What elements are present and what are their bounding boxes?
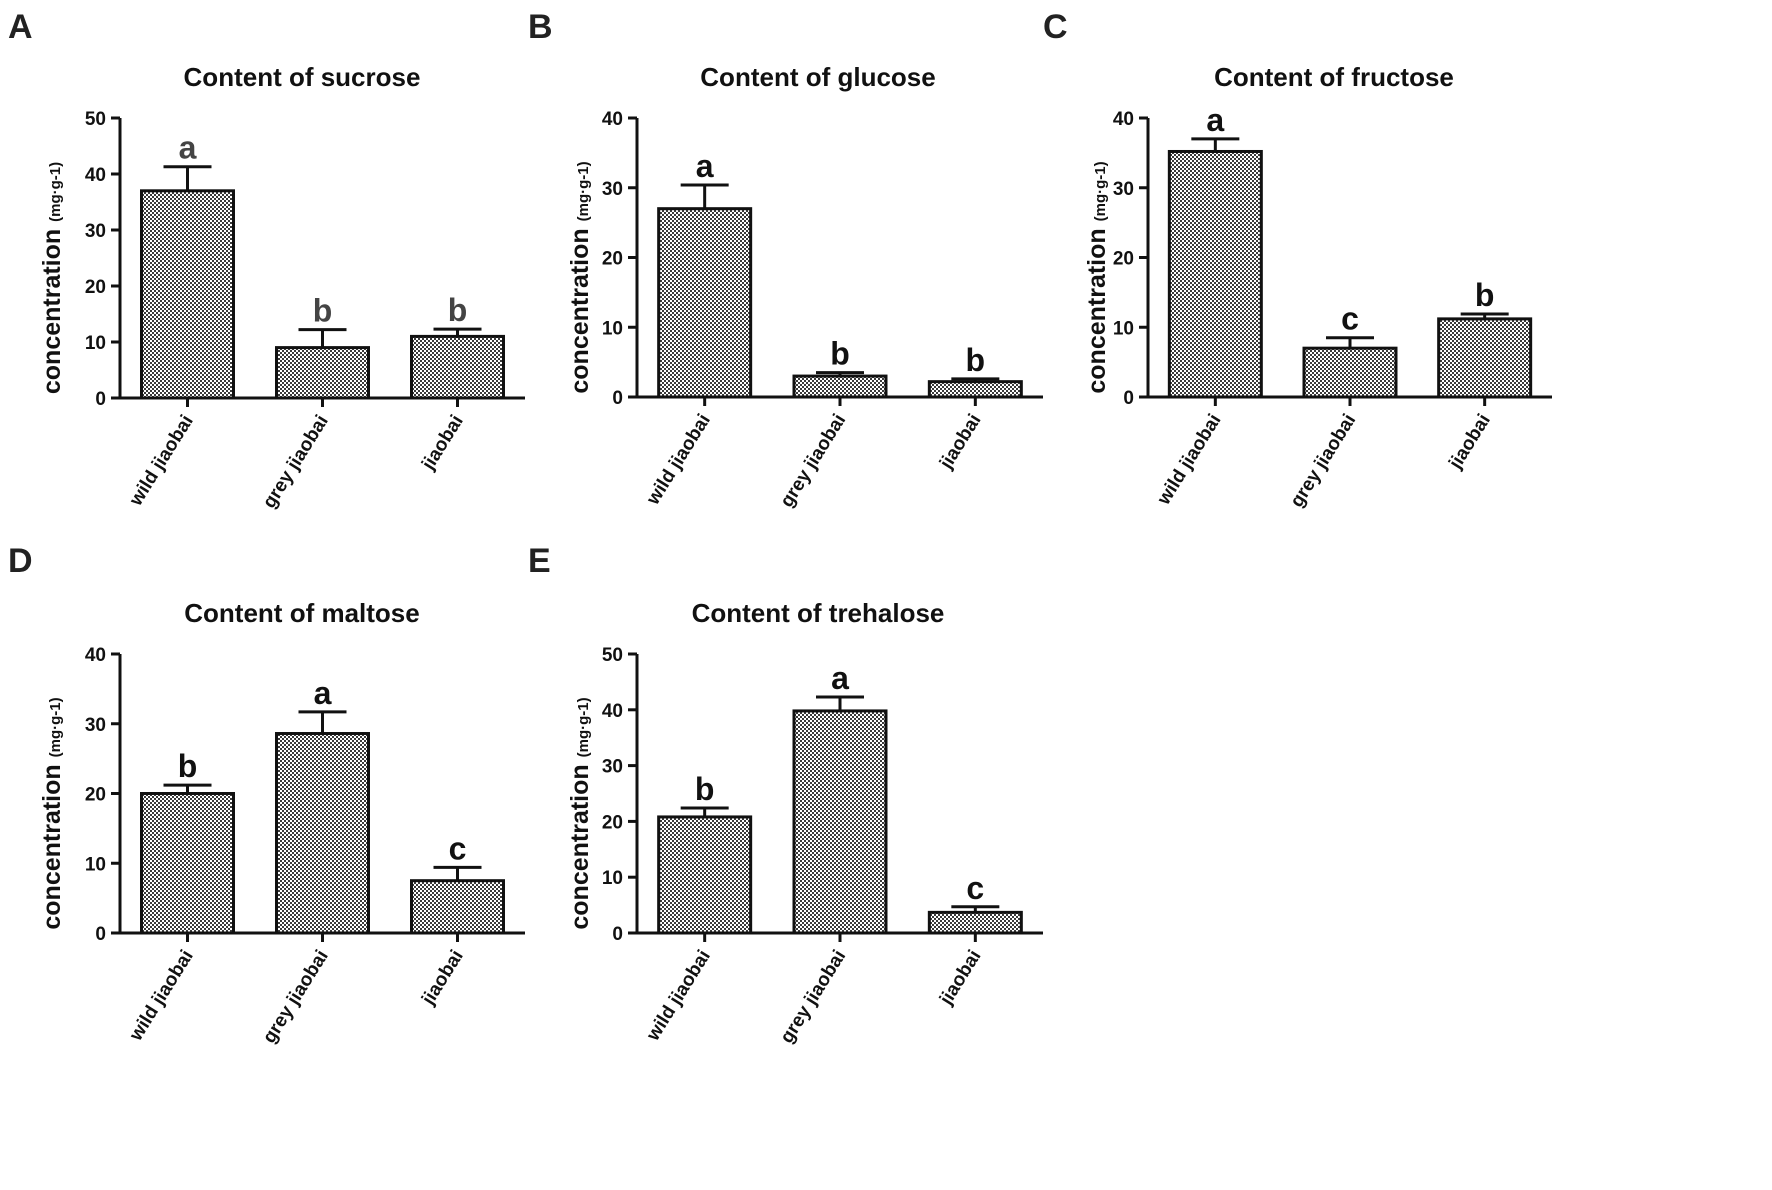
y-tick-label: 30 — [602, 757, 623, 778]
y-tick-label: 40 — [602, 701, 623, 722]
significance-label: b — [448, 292, 468, 328]
significance-label: c — [449, 830, 467, 866]
x-tick-label: wild jiaobai — [642, 947, 715, 1046]
y-tick-label: 10 — [85, 333, 106, 354]
x-tick-label: jiaobai — [935, 947, 985, 1010]
significance-label: a — [314, 675, 332, 711]
y-tick-label: 0 — [612, 924, 623, 945]
x-tick-label: wild jiaobai — [1153, 411, 1226, 510]
significance-label: a — [696, 148, 714, 184]
y-tick-label: 20 — [602, 812, 623, 833]
bar-wild-jiaobai — [657, 815, 753, 935]
significance-label: a — [1206, 102, 1224, 138]
panel-letter: C — [1043, 8, 1068, 46]
panel-letter: D — [8, 542, 33, 580]
significance-label: b — [695, 771, 715, 807]
bar-grey-jiaobai — [275, 346, 370, 400]
y-tick-label: 20 — [602, 249, 623, 270]
panel-letter: E — [528, 542, 551, 580]
x-tick-label: jiaobai — [418, 412, 468, 475]
chart-title: Content of fructose — [1214, 62, 1454, 92]
panel-c: C Content of fructose 0 10 20 30 40 concentrati… — [1043, 8, 1552, 511]
y-tick-label: 10 — [602, 868, 623, 889]
significance-label: c — [966, 870, 984, 906]
y-axis-label: concentration (mg·g-1) — [566, 161, 594, 393]
y-tick-label: 40 — [85, 165, 106, 186]
bar-wild-jiaobai — [657, 207, 753, 399]
panel-a: A Content of sucrose 0 10 20 30 40 50 concentrat… — [8, 8, 525, 512]
x-tick-label: grey jiaobai — [259, 412, 333, 513]
y-tick-label: 10 — [602, 318, 623, 339]
x-tick-label: grey jiaobai — [259, 947, 333, 1048]
y-tick-label: 10 — [1113, 318, 1134, 339]
y-tick-label: 50 — [602, 645, 623, 666]
x-tick-label: grey jiaobai — [776, 947, 850, 1048]
y-tick-label: 30 — [1113, 179, 1134, 200]
y-axis-label: concentration (mg·g-1) — [38, 162, 66, 394]
panel-letter: B — [528, 8, 553, 46]
x-tick-label: grey jiaobai — [776, 411, 850, 512]
y-tick-label: 30 — [85, 715, 106, 736]
bar-wild-jiaobai — [140, 189, 235, 400]
y-axis-label: concentration (mg·g-1) — [38, 697, 66, 929]
x-tick-label: wild jiaobai — [125, 947, 198, 1046]
y-tick-label: 0 — [612, 388, 623, 409]
bar-jiaobai — [927, 380, 1023, 399]
x-tick-label: wild jiaobai — [125, 412, 198, 511]
bar-wild-jiaobai — [140, 792, 235, 935]
y-tick-label: 20 — [85, 785, 106, 806]
x-tick-label: wild jiaobai — [642, 411, 715, 510]
x-tick-label: jiaobai — [418, 947, 468, 1010]
significance-label: b — [966, 342, 986, 378]
y-tick-label: 20 — [85, 277, 106, 298]
x-tick-label: jiaobai — [1445, 411, 1495, 474]
y-tick-label: 0 — [95, 924, 106, 945]
panel-d: D Content of maltose 0 10 20 30 40 concentratio… — [8, 542, 525, 1047]
significance-label: a — [831, 660, 849, 696]
significance-label: a — [179, 130, 197, 166]
significance-label: b — [313, 293, 333, 329]
y-axis-label: concentration (mg·g-1) — [566, 697, 594, 929]
y-tick-label: 50 — [85, 109, 106, 130]
chart-title: Content of glucose — [700, 62, 935, 92]
x-tick-label: grey jiaobai — [1286, 411, 1360, 512]
y-tick-label: 40 — [85, 645, 106, 666]
bar-grey-jiaobai — [1302, 346, 1398, 399]
significance-label: b — [178, 748, 198, 784]
bar-grey-jiaobai — [792, 374, 888, 399]
chart-title: Content of trehalose — [692, 598, 945, 628]
y-tick-label: 0 — [95, 389, 106, 410]
bar-grey-jiaobai — [792, 709, 888, 935]
bar-grey-jiaobai — [275, 732, 370, 935]
y-tick-label: 20 — [1113, 249, 1134, 270]
bar-jiaobai — [410, 879, 505, 935]
panel-letter: A — [8, 8, 33, 46]
chart-title: Content of sucrose — [184, 62, 421, 92]
significance-label: b — [830, 336, 850, 372]
y-axis-label: concentration (mg·g-1) — [1083, 161, 1111, 393]
significance-label: c — [1341, 301, 1359, 337]
bar-wild-jiaobai — [1167, 149, 1263, 399]
y-tick-label: 10 — [85, 854, 106, 875]
bar-jiaobai — [410, 334, 505, 400]
x-tick-label: jiaobai — [935, 411, 985, 474]
significance-label: b — [1475, 277, 1495, 313]
y-tick-label: 40 — [1113, 109, 1134, 130]
chart-title: Content of maltose — [184, 598, 419, 628]
bar-jiaobai — [1437, 317, 1533, 399]
y-tick-label: 40 — [602, 109, 623, 130]
y-tick-label: 0 — [1123, 388, 1134, 409]
panel-e: E Content of trehalose 0 10 20 30 40 50 concentr… — [528, 542, 1043, 1047]
y-tick-label: 30 — [602, 179, 623, 200]
bar-jiaobai — [927, 910, 1023, 935]
panel-b: B Content of glucose 0 10 20 30 40 concentratio… — [528, 8, 1043, 511]
y-tick-label: 30 — [85, 221, 106, 242]
